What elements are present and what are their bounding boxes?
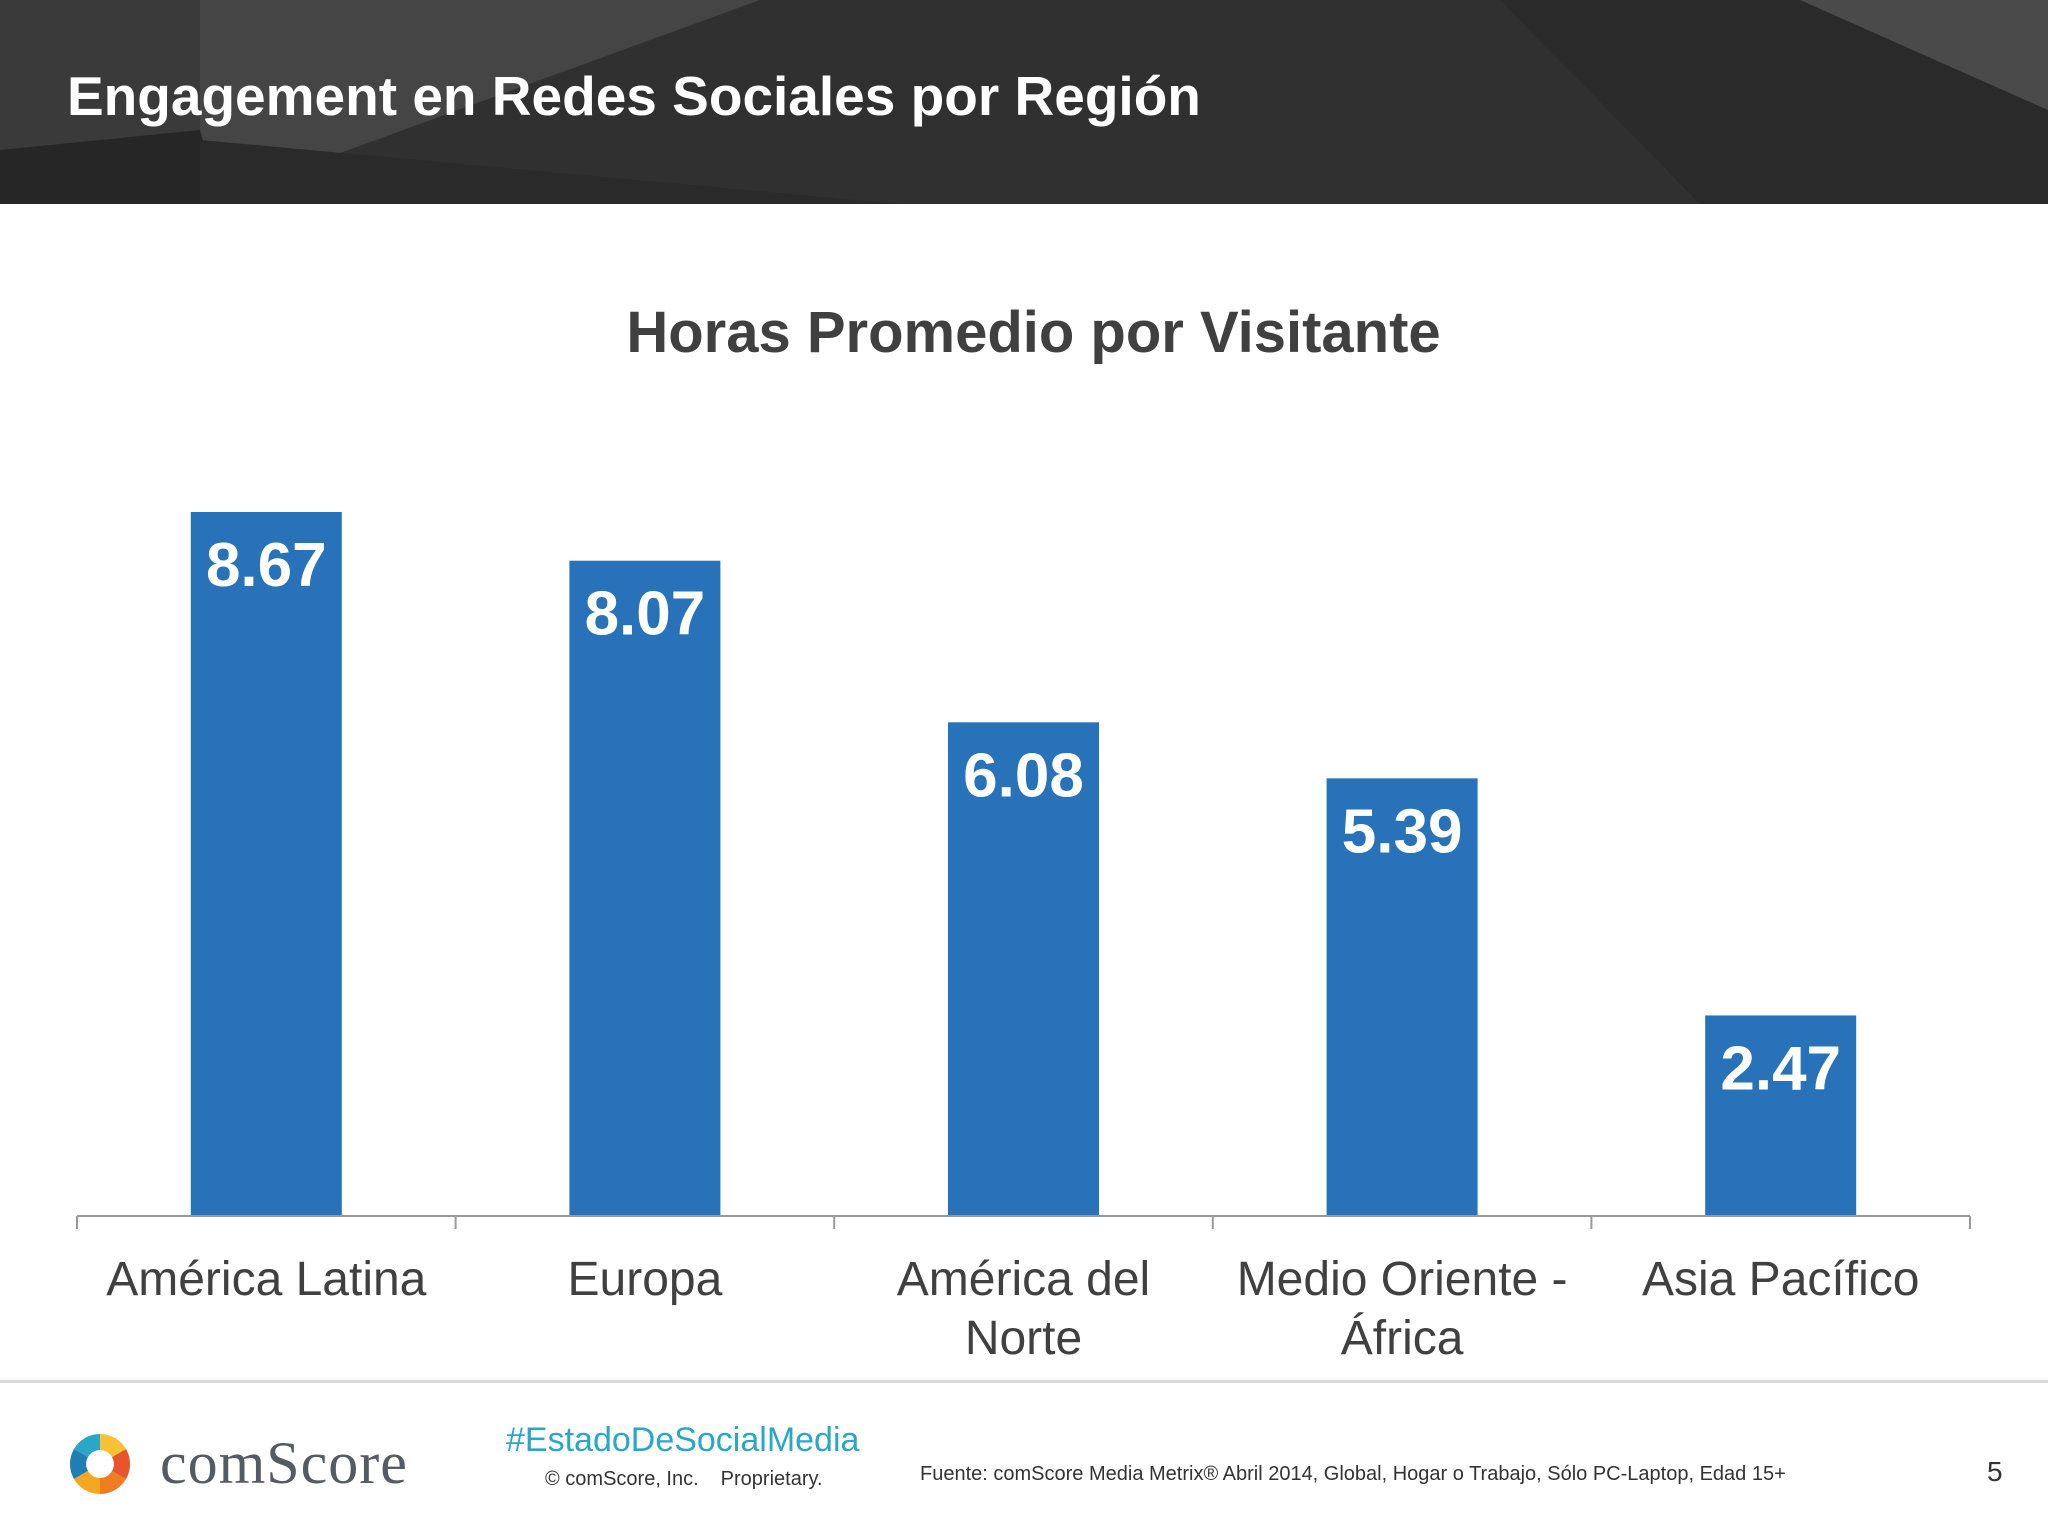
footer-divider [0, 1380, 2048, 1383]
data-label: 8.07 [585, 580, 706, 649]
comscore-logo: comScore [68, 1429, 408, 1498]
bar [190, 512, 342, 1216]
chart-title: Horas Promedio por Visitante [626, 300, 1440, 365]
copyright-line: © comScore, Inc. Proprietary. [545, 1468, 823, 1491]
bar [1326, 778, 1478, 1216]
data-label: 6.08 [963, 741, 1084, 810]
category-label: América del [897, 1253, 1150, 1306]
proprietary-text: Proprietary. [720, 1468, 823, 1490]
page-number: 5 [1987, 1456, 2003, 1487]
category-label: África [1341, 1312, 1464, 1365]
header-background-graphic [0, 0, 2048, 204]
chart-area: Horas Promedio por Visitante 8.67 América … [0, 204, 2048, 1384]
bar [948, 722, 1099, 1216]
category-label: Europa [568, 1253, 723, 1306]
bar [1705, 1015, 1857, 1216]
category-label: Norte [965, 1312, 1082, 1365]
data-label: 2.47 [1720, 1034, 1841, 1103]
bar-chart: Horas Promedio por Visitante 8.67 América … [76, 300, 1971, 1365]
category-label: Asia Pacífico [1642, 1253, 1919, 1306]
header-banner: Engagement en Redes Sociales por Región [0, 0, 2048, 204]
hashtag: #EstadoDeSocialMedia [506, 1421, 860, 1459]
comscore-logo-text: comScore [160, 1430, 408, 1496]
category-label: Medio Oriente - [1237, 1253, 1568, 1306]
comscore-logo-icon [69, 1433, 131, 1494]
category-label: América Latina [106, 1253, 426, 1306]
copyright-text: © comScore, Inc. [545, 1468, 699, 1490]
data-label: 8.67 [206, 531, 327, 600]
slide-title: Engagement en Redes Sociales por Región [67, 65, 1201, 127]
data-label: 5.39 [1342, 797, 1463, 866]
source-note: Fuente: comScore Media Metrix® Abril 201… [920, 1463, 1786, 1485]
bar [569, 560, 721, 1216]
footer: comScore #EstadoDeSocialMedia © comScore… [0, 1383, 2048, 1536]
